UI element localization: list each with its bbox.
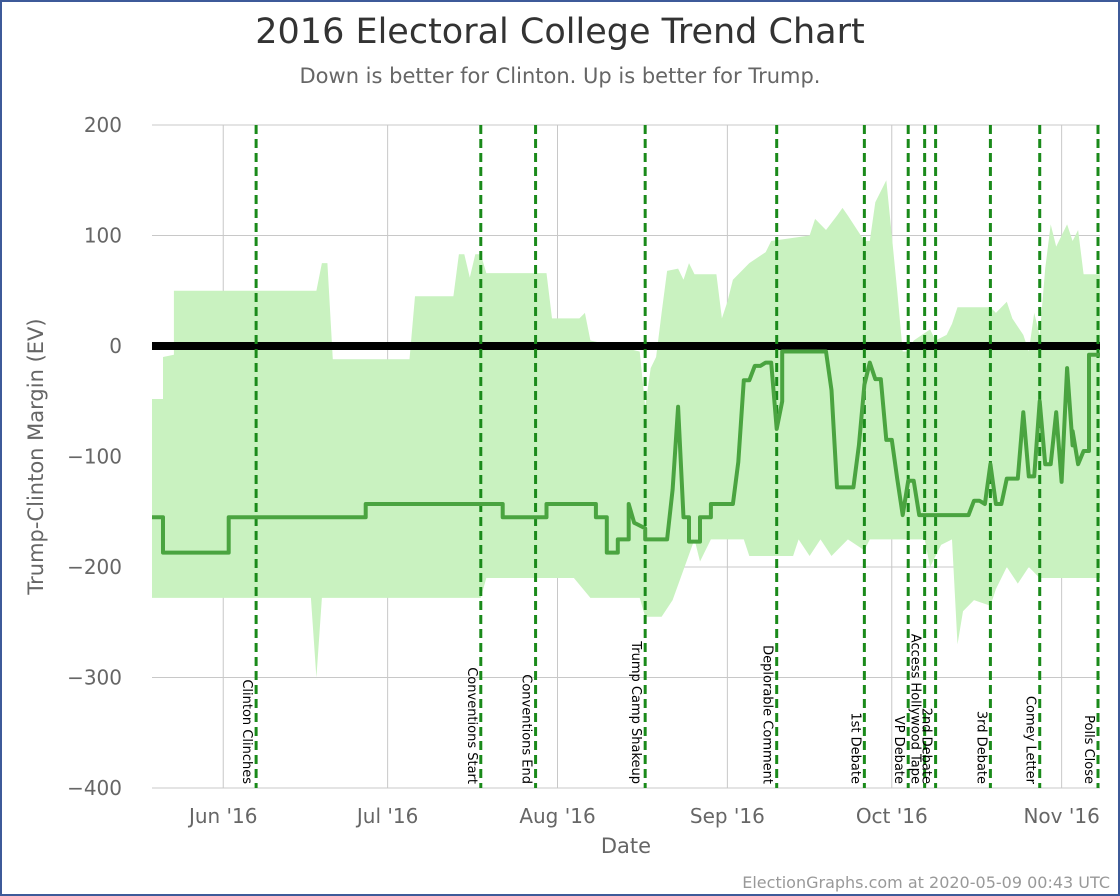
x-tick-label: Jun '16 [187, 804, 258, 828]
x-axis-title: Date [601, 834, 651, 858]
y-tick-label: 0 [109, 334, 122, 358]
y-tick-label: −400 [67, 776, 122, 800]
event-label: Conventions Start [464, 667, 479, 784]
y-tick-label: −200 [67, 555, 122, 579]
range-band [152, 180, 1100, 678]
y-tick-label: 200 [84, 113, 122, 137]
event-label: Access Hollywood Tape [908, 634, 923, 784]
chart-title: 2016 Electoral College Trend Chart [255, 12, 865, 52]
event-label: Clinton Clinches [239, 679, 254, 784]
event-label: 3rd Debate [973, 711, 988, 784]
event-label: Conventions End [519, 674, 534, 784]
event-markers: Clinton Clinches Conventions Start Convent… [239, 125, 1100, 788]
y-axis-title: Trump-Clinton Margin (EV) [24, 318, 48, 595]
event-label: VP Debate [891, 716, 906, 784]
x-tick-label: Oct '16 [856, 804, 928, 828]
event-label: Trump Camp Shakeup [628, 640, 643, 784]
event-label: Comey Letter [1023, 696, 1038, 785]
event-label: 2nd Debate [919, 708, 934, 784]
credit-text: ElectionGraphs.com at 2020-05-09 00:43 U… [742, 873, 1110, 892]
y-tick-label: −300 [67, 666, 122, 690]
y-tick-label: −100 [67, 445, 122, 469]
x-tick-label: Sep '16 [690, 804, 765, 828]
x-tick-label: Jul '16 [355, 804, 418, 828]
event-label: 1st Debate [847, 712, 862, 784]
chart-subtitle: Down is better for Clinton. Up is better… [299, 64, 821, 88]
axis-ticks: 200 100 0 −100 −200 −300 −400 Jun '16 Jul '16 Aug… [67, 113, 1100, 828]
x-tick-label: Aug '16 [519, 804, 595, 828]
x-tick-label: Nov '16 [1023, 804, 1099, 828]
y-tick-label: 100 [84, 224, 122, 248]
event-label: Deplorable Comment [760, 645, 775, 784]
margin-series-line [152, 349, 1100, 555]
event-label: Polls Close [1081, 715, 1096, 784]
